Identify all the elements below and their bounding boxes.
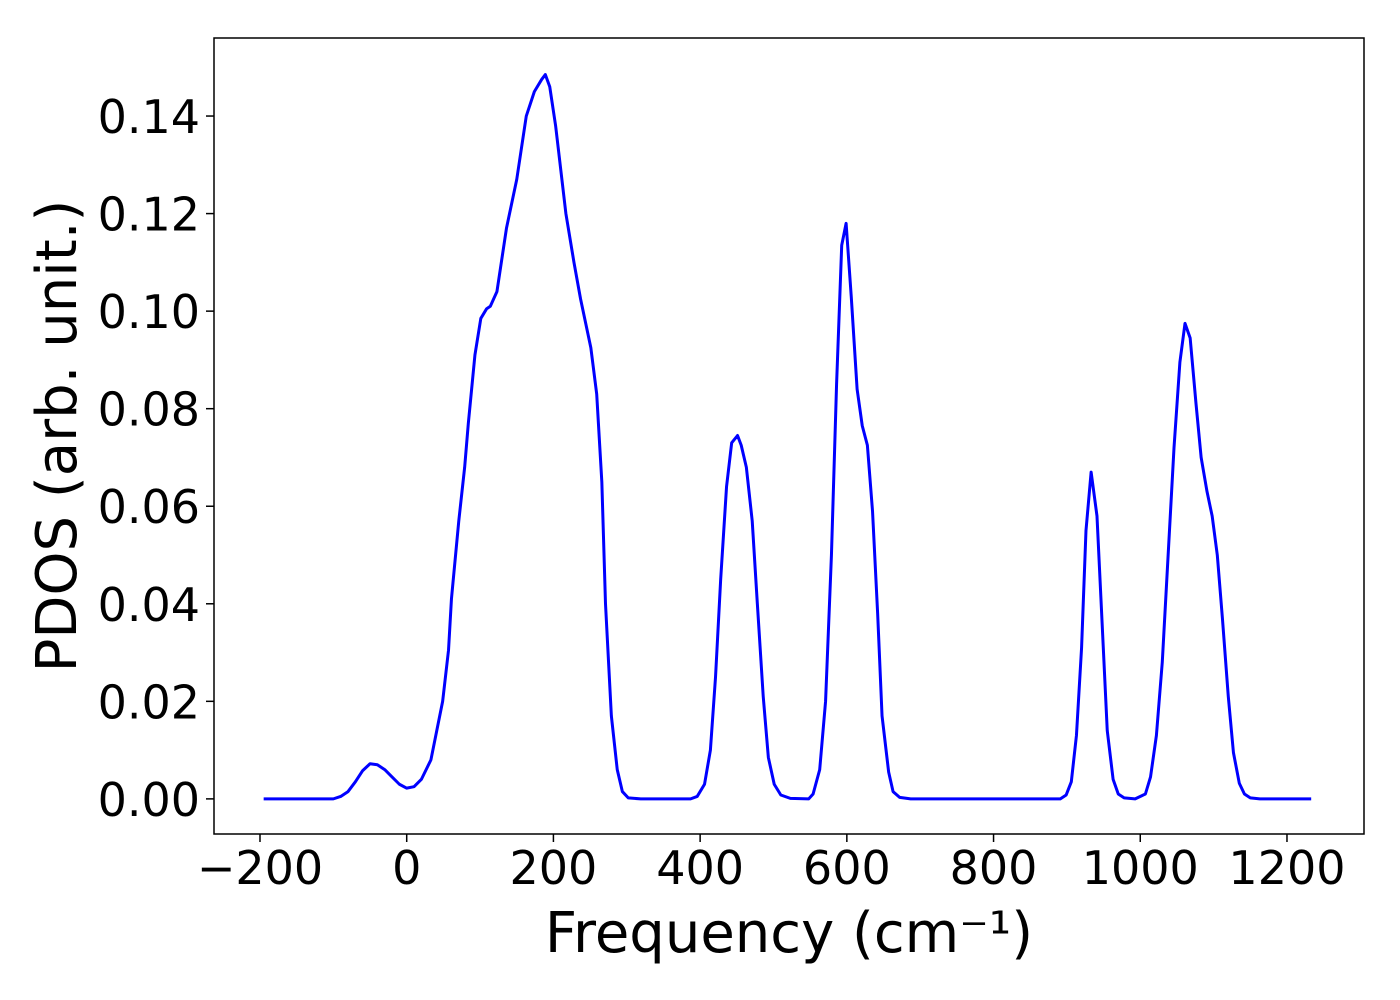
- x-axis-label: Frequency (cm⁻¹): [545, 901, 1033, 966]
- y-tick-label: 0.08: [98, 383, 200, 437]
- x-tick-label: 600: [803, 841, 891, 895]
- y-tick-label: 0.14: [98, 90, 200, 144]
- x-tick-label: 400: [656, 841, 744, 895]
- x-tick-label: 1200: [1228, 841, 1345, 895]
- y-tick-label: 0.10: [98, 285, 200, 339]
- line: [263, 73, 1312, 801]
- x-tick-label: 0: [392, 841, 421, 895]
- y-tick-label: 0.12: [98, 188, 200, 242]
- plot-frame: [213, 37, 1365, 835]
- y-tick-label: 0.04: [98, 578, 200, 632]
- x-tick-label: 1000: [1082, 841, 1199, 895]
- x-tick-label: 200: [510, 841, 598, 895]
- y-tick-label: 0.00: [98, 773, 200, 827]
- y-tick-label: 0.02: [98, 675, 200, 729]
- x-tick-label: −200: [197, 841, 323, 895]
- x-tick-label: 800: [950, 841, 1038, 895]
- y-axis-label: PDOS (arb. unit.): [25, 200, 90, 673]
- y-tick-label: 0.06: [98, 480, 200, 534]
